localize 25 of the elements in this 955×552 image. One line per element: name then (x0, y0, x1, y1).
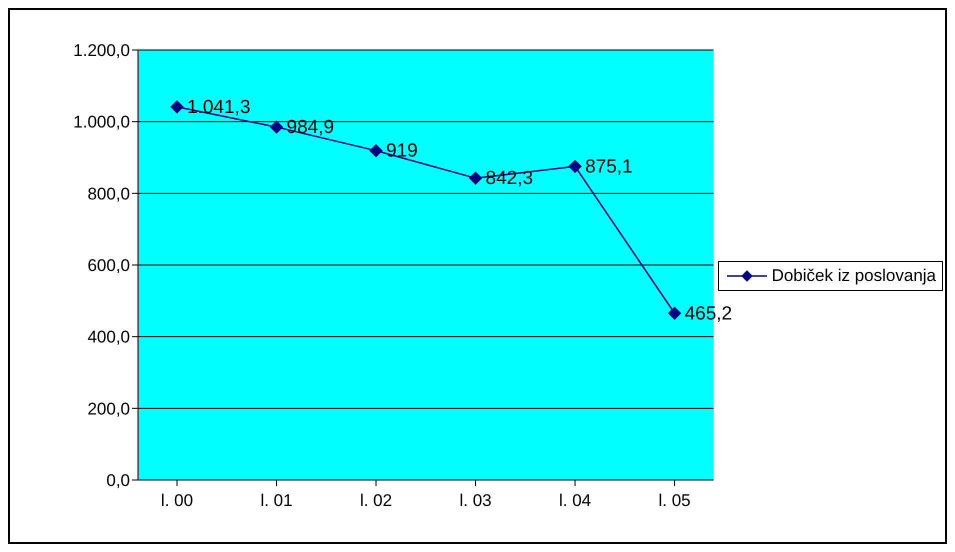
legend-label: Dobiček iz poslovanja (772, 266, 936, 286)
y-tick-label: 1.000,0 (73, 112, 130, 132)
y-tick-label: 600,0 (87, 256, 130, 276)
y-tick-label: 0,0 (106, 471, 130, 490)
point (170, 100, 184, 114)
y-tick-label: 400,0 (87, 328, 130, 347)
y-tick-label: 1.200,0 (73, 41, 130, 60)
x-tick-label: l. 04 (558, 491, 592, 510)
x-tick-label: l. 03 (459, 491, 492, 510)
data-label: 875,1 (585, 156, 633, 178)
x-tick-label: l. 05 (658, 491, 691, 510)
point (568, 160, 582, 173)
data-label: 919 (386, 140, 418, 162)
data-label: 842,3 (486, 168, 534, 190)
y-tick-label: 800,0 (87, 184, 130, 204)
y-tick-label: 200,0 (87, 399, 130, 418)
point (270, 120, 284, 134)
point (469, 172, 482, 185)
point (370, 144, 383, 158)
x-tick-label: l. 02 (360, 491, 392, 510)
x-tick-label: l. 00 (160, 491, 194, 510)
data-label: 984,9 (286, 117, 334, 138)
data-label: 1.041,3 (187, 96, 250, 118)
x-tick-label: l. 01 (260, 491, 293, 510)
point (668, 306, 682, 320)
